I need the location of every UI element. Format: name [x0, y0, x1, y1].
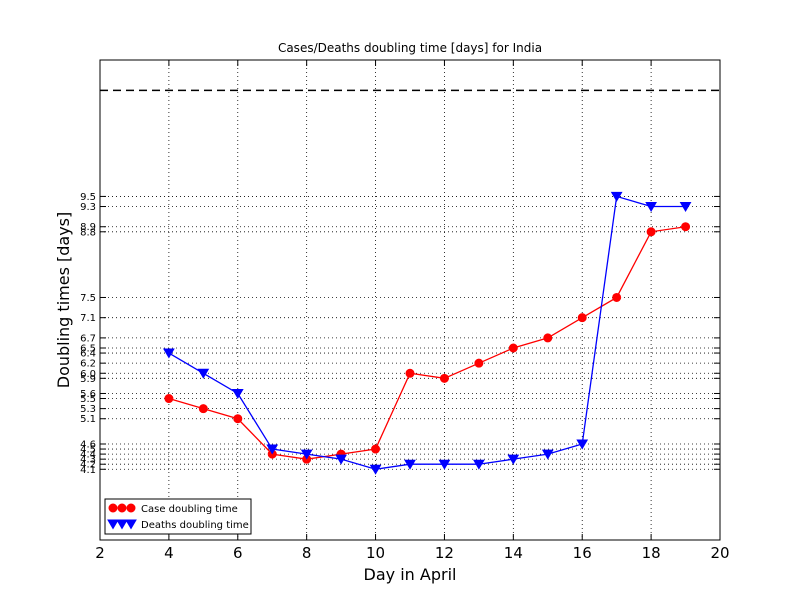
series-line-cases [168, 226, 686, 460]
data-point-cases [681, 222, 691, 232]
y-tick-label: 4.4 [80, 450, 96, 461]
x-tick-label: 14 [504, 544, 523, 562]
y-tick-label: 4.6 [80, 440, 96, 451]
data-point-cases [371, 444, 381, 454]
y-tick-label: 6.5 [80, 344, 96, 355]
y-tick-label: 6.0 [80, 369, 96, 380]
data-point-cases [612, 292, 622, 302]
data-point-cases [439, 373, 449, 383]
x-tick-label: 20 [710, 544, 729, 562]
data-point-deaths [369, 464, 382, 475]
x-tick-label: 18 [642, 544, 661, 562]
data-point-deaths [645, 202, 657, 213]
y-tick-label: 5.1 [80, 414, 96, 425]
data-point-deaths [610, 191, 623, 202]
legend-marker-deaths [125, 519, 137, 530]
y-tick-label: 5.3 [80, 404, 96, 415]
data-point-deaths [266, 444, 279, 455]
chart-title: Cases/Deaths doubling time [days] for In… [278, 41, 542, 55]
data-point-cases [233, 414, 243, 424]
x-tick-label: 8 [302, 544, 312, 562]
data-point-deaths [335, 454, 347, 465]
y-tick-label: 8.8 [80, 227, 96, 238]
data-point-cases [405, 368, 415, 378]
y-tick-label: 6.7 [80, 333, 96, 344]
data-point-cases [508, 343, 518, 353]
data-point-cases [474, 358, 484, 368]
legend-label-cases: Case doubling time [141, 504, 238, 515]
y-tick-label: 4.5 [80, 445, 96, 456]
y-tick-label: 6.2 [80, 359, 96, 370]
data-point-cases [543, 333, 553, 343]
legend-marker-cases [108, 503, 118, 513]
x-tick-label: 12 [435, 544, 454, 562]
x-tick-label: 16 [573, 544, 592, 562]
y-tick-label: 8.9 [80, 222, 96, 233]
y-tick-label: 9.3 [80, 202, 96, 213]
series-layer [163, 191, 692, 475]
x-tick-label: 10 [366, 544, 385, 562]
data-point-cases [164, 394, 174, 404]
data-point-deaths [197, 368, 210, 379]
data-point-deaths [438, 459, 451, 470]
data-point-cases [198, 404, 208, 414]
y-tick-label: 5.6 [80, 389, 96, 400]
x-axis-label: Day in April [364, 565, 457, 584]
legend-marker-cases [126, 503, 136, 513]
series-line-deaths [168, 195, 686, 470]
x-tick-label: 6 [233, 544, 243, 562]
y-tick-label: 9.5 [80, 192, 96, 203]
data-point-deaths [300, 449, 313, 460]
legend-marker-deaths [116, 519, 128, 530]
data-point-cases [646, 227, 656, 237]
data-point-cases [577, 313, 587, 323]
data-point-deaths [541, 449, 554, 460]
y-axis-label: Doubling times [days] [54, 212, 73, 389]
y-tick-label: 4.3 [80, 455, 96, 466]
data-point-deaths [507, 454, 520, 465]
y-tick-label: 7.1 [80, 313, 96, 324]
legend-label-deaths: Deaths doubling time [141, 520, 249, 531]
x-tick-label: 2 [95, 544, 105, 562]
y-tick-label: 4.2 [80, 460, 96, 471]
data-point-deaths [404, 459, 416, 470]
tick-layer: 2 4 6 8 10 12 14 16 18 20 4.14.24.34.44.54.6 5.15.3… [80, 60, 730, 562]
y-tick-label: 5.5 [80, 394, 96, 405]
legend-marker-deaths [107, 519, 119, 530]
legend-markers [107, 503, 137, 530]
data-point-deaths [231, 388, 244, 399]
y-tick-label: 7.5 [80, 293, 96, 304]
y-tick-label: 5.9 [80, 374, 96, 385]
legend-marker-cases [117, 503, 127, 513]
plot-frame [99, 59, 721, 541]
data-point-deaths [163, 348, 175, 359]
data-point-deaths [576, 439, 589, 450]
y-tick-label: 4.1 [80, 465, 96, 476]
y-tick-label: 6.4 [80, 349, 96, 360]
data-point-deaths [473, 459, 485, 470]
x-tick-label: 4 [164, 544, 174, 562]
data-point-deaths [679, 202, 692, 213]
legend: Case doubling time Deaths doubling time [104, 498, 252, 535]
